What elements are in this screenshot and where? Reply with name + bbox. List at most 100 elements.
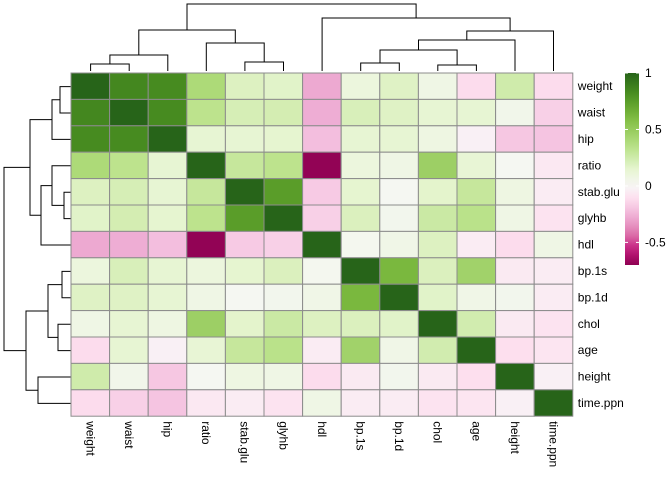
column-label-weight: weight (83, 420, 97, 456)
column-label-stab.glu: stab.glu (238, 421, 252, 463)
row-label-glyhb: glyhb (578, 211, 607, 225)
heatmap-cell-bp.1d-hdl (302, 283, 342, 312)
heatmap-cell-stab.glu-chol (417, 178, 458, 206)
row-label-height: height (578, 370, 611, 384)
heatmap-cell-hdl-ratio (186, 230, 226, 259)
row-labels: weight waist hip ratio stab.glu glyhb hdl bp.1s… (577, 79, 624, 410)
heatmap-cell-time.ppn-bp.1d (379, 389, 419, 417)
heatmap-cell-hdl-age (456, 230, 497, 259)
heatmap-cells (70, 72, 574, 417)
col-dend-branch (321, 17, 511, 71)
row-label-hdl: hdl (578, 238, 594, 252)
row-label-stab.glu: stab.glu (578, 185, 620, 199)
heatmap-cell-age-chol (417, 336, 458, 364)
heatmap-cell-bp.1d-height (495, 283, 535, 312)
heatmap-cell-waist-bp.1s (340, 98, 381, 127)
heatmap-cell-hdl-stab.glu (224, 230, 265, 259)
heatmap-cell-height-glyhb (263, 362, 304, 391)
heatmap-cell-glyhb-chol (417, 204, 458, 232)
row-dendrogram (3, 86, 71, 404)
row-label-age: age (578, 343, 598, 357)
column-label-height: height (508, 421, 522, 454)
heatmap-cell-height-bp.1s (340, 362, 381, 391)
legend-tick-label: -0.5 (645, 235, 666, 249)
row-label-weight: weight (577, 79, 613, 93)
heatmap-cell-stab.glu-height (495, 178, 535, 206)
heatmap-cell-age-bp.1s (340, 336, 381, 364)
heatmap-cell-chol-bp.1s (340, 310, 381, 338)
row-label-time.ppn: time.ppn (578, 396, 624, 410)
row-dend-branch (37, 376, 71, 404)
heatmap-cell-hdl-bp.1s (340, 230, 381, 259)
heatmap-cell-bp.1s-bp.1s (340, 257, 381, 285)
heatmap-cell-ratio-glyhb (263, 151, 304, 180)
column-dendrogram (90, 3, 554, 71)
heatmap-cell-height-bp.1d (379, 362, 419, 391)
heatmap-cell-hip-hip (147, 125, 188, 153)
heatmap-cell-height-weight (70, 362, 111, 391)
heatmap-cell-ratio-ratio (186, 151, 226, 180)
heatmap-cell-glyhb-height (495, 204, 535, 232)
heatmap-cell-chol-weight (70, 310, 111, 338)
heatmap-cell-ratio-chol (417, 151, 458, 180)
heatmap-cell-hip-hdl (302, 125, 342, 153)
heatmap-cell-bp.1s-height (495, 257, 535, 285)
heatmap-cell-waist-time.ppn (533, 98, 574, 127)
heatmap-cell-height-chol (417, 362, 458, 391)
row-label-waist: waist (577, 106, 606, 120)
row-label-chol: chol (578, 317, 600, 331)
heatmap-cell-height-time.ppn (533, 362, 574, 391)
heatmap-cell-chol-age (456, 310, 497, 338)
heatmap-cell-bp.1s-waist (109, 257, 149, 285)
heatmap-cell-time.ppn-hip (147, 389, 188, 417)
heatmap-cell-height-height (495, 362, 535, 391)
heatmap-cell-hdl-bp.1d (379, 230, 419, 259)
heatmap-cell-stab.glu-glyhb (263, 178, 304, 206)
heatmap-cell-time.ppn-stab.glu (224, 389, 265, 417)
column-label-bp.1d: bp.1d (392, 421, 406, 451)
heatmap-cell-waist-bp.1d (379, 98, 419, 127)
heatmap-cell-age-stab.glu (224, 336, 265, 364)
legend-tick-label: 0.5 (645, 122, 662, 136)
heatmap-cell-time.ppn-height (495, 389, 535, 417)
heatmap-cell-height-hdl (302, 362, 342, 391)
heatmap-cell-age-ratio (186, 336, 226, 364)
col-dend-branch (360, 62, 400, 71)
heatmap-cell-chol-hip (147, 310, 188, 338)
heatmap-cell-bp.1s-glyhb (263, 257, 304, 285)
heatmap-cell-bp.1d-chol (417, 283, 458, 312)
heatmap-cell-age-time.ppn (533, 336, 574, 364)
heatmap-cell-glyhb-weight (70, 204, 111, 232)
heatmap-cell-waist-stab.glu (224, 98, 265, 127)
col-dend-branch (90, 63, 130, 71)
heatmap-cell-time.ppn-chol (417, 389, 458, 417)
column-label-ratio: ratio (199, 421, 213, 445)
heatmap-cell-waist-height (495, 98, 535, 127)
legend-color-bar (625, 73, 639, 265)
column-label-glyhb: glyhb (276, 421, 290, 450)
col-dend-branch (109, 54, 169, 71)
heatmap-cell-bp.1d-glyhb (263, 283, 304, 312)
legend-tick-label: 0 (645, 179, 652, 193)
heatmap-cell-bp.1d-stab.glu (224, 283, 265, 312)
heatmap-cell-hip-bp.1d (379, 125, 419, 153)
heatmap-cell-time.ppn-bp.1s (340, 389, 381, 417)
column-label-time.ppn: time.ppn (547, 421, 561, 467)
heatmap-cell-bp.1s-chol (417, 257, 458, 285)
column-labels: weight waist hip ratio stab.glu glyhb hdl bp.1s… (83, 420, 560, 467)
heatmap-cell-age-glyhb (263, 336, 304, 364)
heatmap-cell-waist-hdl (302, 98, 342, 127)
heatmap-cell-height-age (456, 362, 497, 391)
heatmap-cell-stab.glu-bp.1s (340, 178, 381, 206)
row-dend-branch (57, 323, 71, 352)
heatmap-cell-bp.1d-bp.1s (340, 283, 381, 312)
heatmap-cell-time.ppn-glyhb (263, 389, 304, 417)
heatmap-cell-height-stab.glu (224, 362, 265, 391)
col-dend-branch (418, 39, 516, 71)
heatmap-cell-age-age (456, 336, 497, 364)
heatmap-cell-hdl-height (495, 230, 535, 259)
heatmap-cell-height-waist (109, 362, 149, 391)
heatmap-cell-waist-weight (70, 98, 111, 127)
column-label-chol: chol (431, 421, 445, 443)
